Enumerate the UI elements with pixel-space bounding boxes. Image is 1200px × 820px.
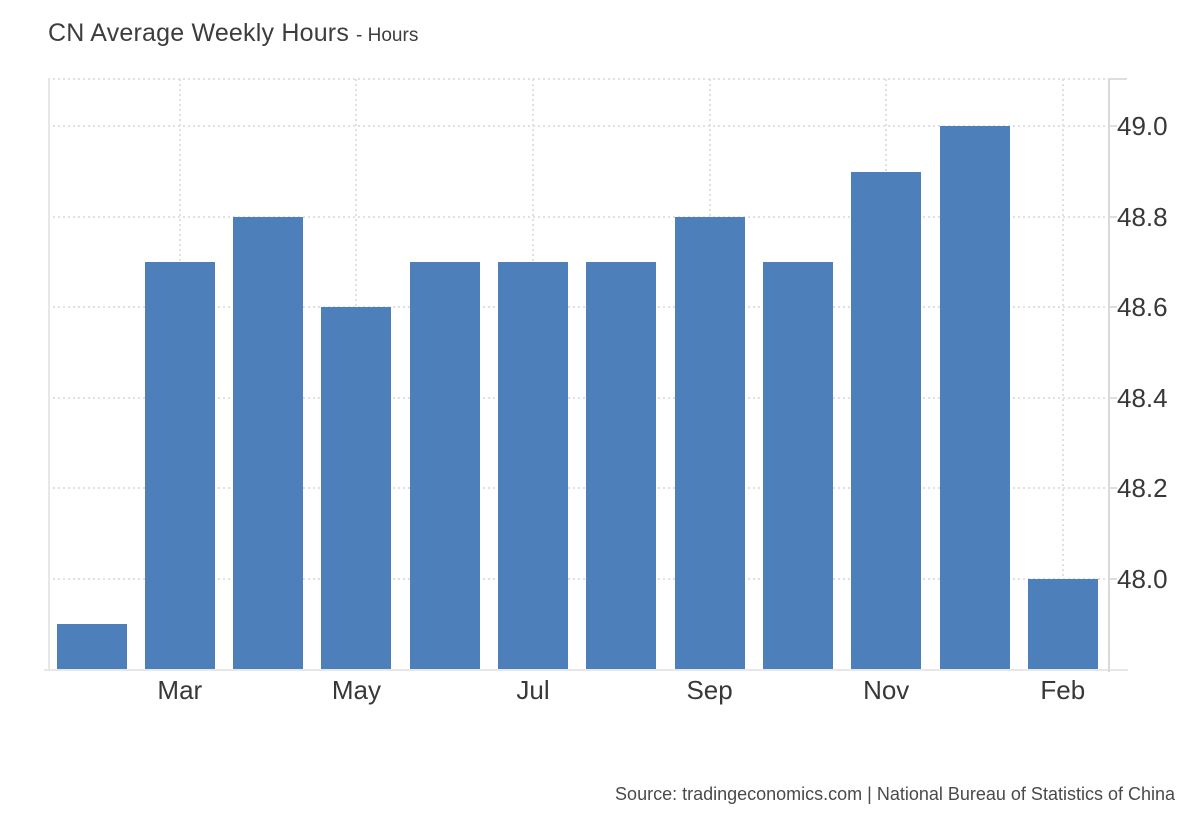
y-axis-label: 48.4 (1117, 382, 1168, 413)
v-gridline (1061, 79, 1064, 669)
bar[interactable] (851, 172, 921, 669)
h-gridline (48, 396, 1108, 399)
chart-subtitle-text: - Hours (356, 25, 419, 46)
y-axis-tick (1108, 215, 1117, 218)
x-axis-label: Feb (1040, 675, 1086, 705)
y-axis-tick (1108, 306, 1117, 309)
y-axis-tick (1108, 78, 1127, 80)
bar[interactable] (1028, 579, 1098, 669)
x-axis-label: Nov (863, 675, 910, 705)
h-gridline (48, 306, 1108, 309)
y-axis-label: 48.6 (1117, 292, 1168, 323)
bar[interactable] (940, 126, 1010, 669)
y-axis-line (1108, 79, 1110, 672)
y-axis-label: 48.8 (1117, 201, 1168, 232)
bar[interactable] (321, 307, 391, 669)
h-gridline (48, 487, 1108, 490)
y-axis-tick (1108, 125, 1117, 128)
bar[interactable] (498, 262, 568, 669)
y-axis-tick (1108, 577, 1117, 580)
chart-title-text: CN Average Weekly Hours (48, 19, 350, 47)
bar[interactable] (57, 624, 127, 669)
y-axis-label: 48.0 (1117, 563, 1168, 594)
x-axis-label: May (331, 675, 381, 705)
chart-title: CN Average Weekly Hours - Hours (48, 19, 418, 48)
bar[interactable] (410, 262, 480, 669)
y-axis-tick (1108, 396, 1117, 399)
h-gridline (48, 577, 1108, 580)
x-axis-label: Mar (157, 675, 203, 705)
plot-top-border (48, 78, 1108, 80)
bar[interactable] (586, 262, 656, 669)
h-gridline (48, 125, 1108, 128)
bar[interactable] (233, 217, 303, 669)
x-axis-label: Sep (686, 675, 733, 705)
plot-bottom-border (44, 669, 1128, 671)
bar[interactable] (145, 262, 215, 669)
x-axis-label: Jul (516, 675, 550, 705)
bar[interactable] (763, 262, 833, 669)
bar[interactable] (675, 217, 745, 669)
h-gridline (48, 215, 1108, 218)
source-attribution: Source: tradingeconomics.com | National … (615, 784, 1175, 804)
plot-left-border (48, 79, 50, 669)
y-axis-label: 49.0 (1117, 111, 1168, 142)
y-axis-tick (1108, 487, 1117, 490)
y-axis-label: 48.2 (1117, 473, 1168, 504)
